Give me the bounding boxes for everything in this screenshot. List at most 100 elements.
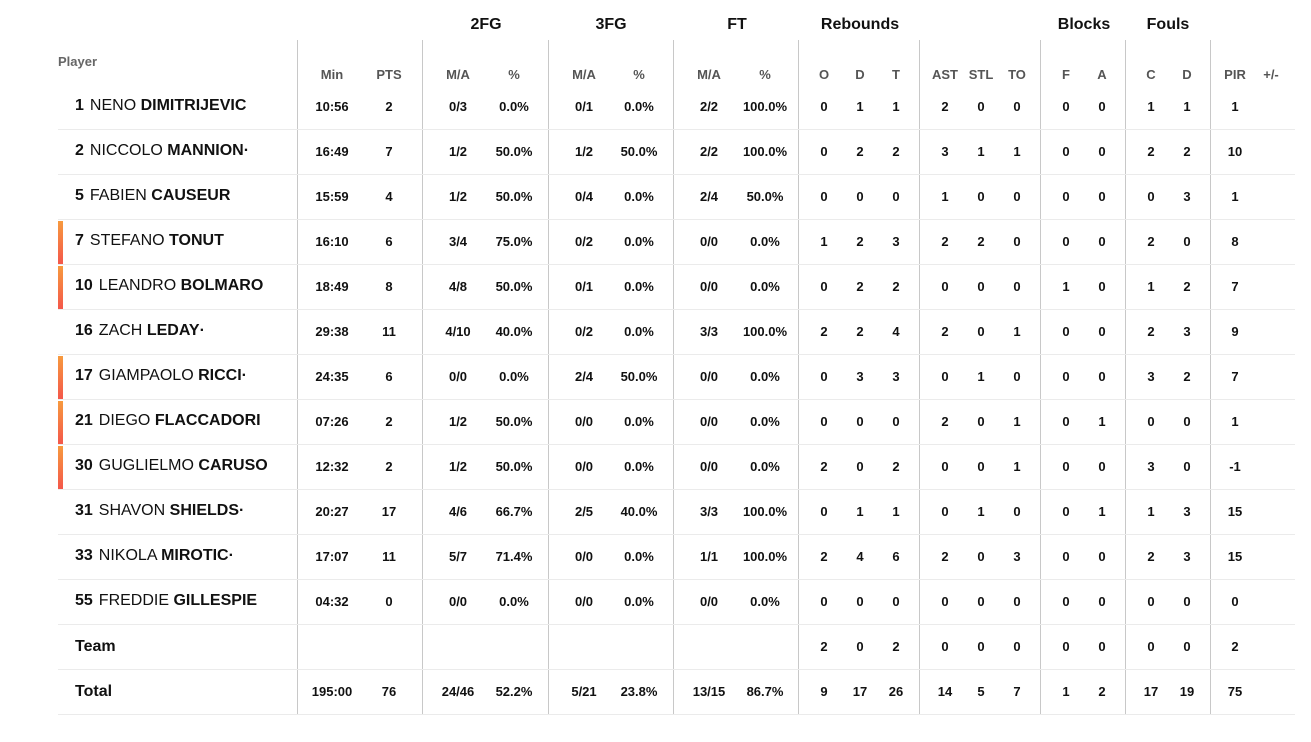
stat-cell: 3/4	[448, 234, 468, 249]
stat-cell: 4	[892, 324, 900, 339]
player-name[interactable]: 10 LEANDRO BOLMARO	[75, 277, 263, 295]
player-name[interactable]: 31 SHAVON SHIELDS·	[75, 502, 244, 520]
stat-cell: 0	[1183, 639, 1191, 654]
stat-cell: 0	[977, 414, 985, 429]
column-header: F	[1062, 67, 1070, 82]
stat-cell: 0	[856, 639, 864, 654]
stat-cell: 0	[1098, 549, 1106, 564]
column-header: TO	[1008, 67, 1026, 82]
stat-cell: 50.0%	[495, 189, 533, 204]
stat-cell: 17	[381, 504, 397, 519]
stat-cell: 0	[856, 594, 864, 609]
stat-cell: 1	[1147, 504, 1155, 519]
stat-cell: 16:10	[315, 234, 349, 249]
stat-cell: 3	[941, 144, 949, 159]
stat-cell: 0	[1098, 369, 1106, 384]
column-header: PIR	[1224, 67, 1246, 82]
player-last-name: GILLESPIE	[173, 592, 258, 609]
stat-cell: 1	[1231, 414, 1239, 429]
highlight-bar	[58, 266, 63, 309]
stat-cell: 2	[1231, 639, 1239, 654]
stat-cell: 3	[1183, 324, 1191, 339]
stat-cell: 3/3	[699, 324, 719, 339]
stat-cell: 2	[1183, 144, 1191, 159]
stat-cell: 0	[1098, 189, 1106, 204]
row-separator	[58, 354, 1295, 355]
player-row: 16 ZACH LEDAY· 29:38 11 4/10 40.0% 0/2 0.0% 3/3 1…	[0, 310, 1311, 355]
player-last-name: CARUSO	[198, 457, 268, 474]
stat-cell: 86.7%	[746, 684, 784, 699]
player-first-name: NENO	[89, 97, 137, 114]
player-name[interactable]: 30 GUGLIELMO CARUSO	[75, 457, 268, 475]
stat-cell: 1	[856, 99, 864, 114]
player-number: 2	[75, 142, 84, 159]
group-header-ft: FT	[727, 16, 747, 33]
stat-cell: 1	[1013, 414, 1021, 429]
player-row: 55 FREDDIE GILLESPIE 04:32 0 0/0 0.0% 0/0 0.0% 0…	[0, 580, 1311, 625]
column-group-headers: 2FG 3FG FT Rebounds Blocks Fouls	[0, 0, 1311, 40]
stat-cell: 2	[820, 639, 828, 654]
stat-cell: 4/10	[445, 324, 471, 339]
stat-cell: 0	[1098, 234, 1106, 249]
player-first-name: GUGLIELMO	[98, 457, 194, 474]
stat-cell: 0.0%	[624, 189, 654, 204]
column-header: T	[892, 67, 900, 82]
column-header: D	[1182, 67, 1192, 82]
stat-cell: 15	[1227, 504, 1243, 519]
stat-cell: 0	[1147, 639, 1155, 654]
stat-cell: 0	[1013, 639, 1021, 654]
player-name[interactable]: 5 FABIEN CAUSEUR	[75, 187, 230, 205]
stat-cell: 4/8	[448, 279, 468, 294]
stat-cell: 100.0%	[742, 99, 788, 114]
stat-cell: 7	[1231, 369, 1239, 384]
stat-cell: 1	[856, 504, 864, 519]
stat-cell: 7	[1231, 279, 1239, 294]
player-name[interactable]: 2 NICCOLO MANNION·	[75, 142, 249, 160]
stat-cell: 1	[1098, 504, 1106, 519]
player-first-name: DIEGO	[98, 412, 151, 429]
stat-cell: 0	[1062, 99, 1070, 114]
player-name[interactable]: 17 GIAMPAOLO RICCI·	[75, 367, 247, 385]
player-name[interactable]: 7 STEFANO TONUT	[75, 232, 224, 250]
stat-cell: 0/3	[448, 99, 468, 114]
stat-cell: 11	[382, 324, 396, 339]
stat-cell: 24/46	[441, 684, 475, 699]
player-name[interactable]: 33 NIKOLA MIROTIC·	[75, 547, 234, 565]
stat-cell: 7	[385, 144, 393, 159]
stat-cell: 1	[977, 144, 985, 159]
stat-cell: 0.0%	[624, 279, 654, 294]
stat-cell: 16:49	[315, 144, 349, 159]
player-row: 10 LEANDRO BOLMARO 18:49 8 4/8 50.0% 0/1 0.0% 0/…	[0, 265, 1311, 310]
group-header-2fg: 2FG	[470, 16, 502, 33]
player-last-name: CAUSEUR	[151, 187, 231, 204]
stat-cell: 0/1	[574, 99, 594, 114]
highlight-bar	[58, 356, 63, 399]
player-name[interactable]: 16 ZACH LEDAY·	[75, 322, 205, 340]
stat-cell: 0.0%	[750, 414, 780, 429]
stat-cell: 10	[1227, 144, 1243, 159]
stat-cell: 17:07	[315, 549, 349, 564]
stat-cell: 0	[856, 189, 864, 204]
player-name[interactable]: 55 FREDDIE GILLESPIE	[75, 592, 257, 610]
player-name[interactable]: 1 NENO DIMITRIJEVIC	[75, 97, 246, 115]
column-header: M/A	[446, 67, 470, 82]
stat-cell: 2	[856, 279, 864, 294]
player-number: 33	[75, 547, 93, 564]
stat-cell: 3	[892, 234, 900, 249]
stat-cell: 0/2	[574, 324, 594, 339]
stat-cell: 9	[820, 684, 828, 699]
stat-cell: 0	[820, 189, 828, 204]
stat-cell: 3	[1147, 459, 1155, 474]
stat-cell: 17	[1143, 684, 1159, 699]
stat-cell: 1	[1062, 279, 1070, 294]
row-separator	[58, 489, 1295, 490]
stat-cell: 2	[1183, 279, 1191, 294]
player-name[interactable]: 21 DIEGO FLACCADORI	[75, 412, 261, 430]
stat-cell: 100.0%	[742, 144, 788, 159]
stat-cell: 9	[1231, 324, 1239, 339]
row-separator	[58, 174, 1295, 175]
stat-cell: 0.0%	[750, 459, 780, 474]
stat-cell: 0	[1147, 594, 1155, 609]
stat-cell: 2	[820, 459, 828, 474]
stat-cell: 0	[1098, 594, 1106, 609]
